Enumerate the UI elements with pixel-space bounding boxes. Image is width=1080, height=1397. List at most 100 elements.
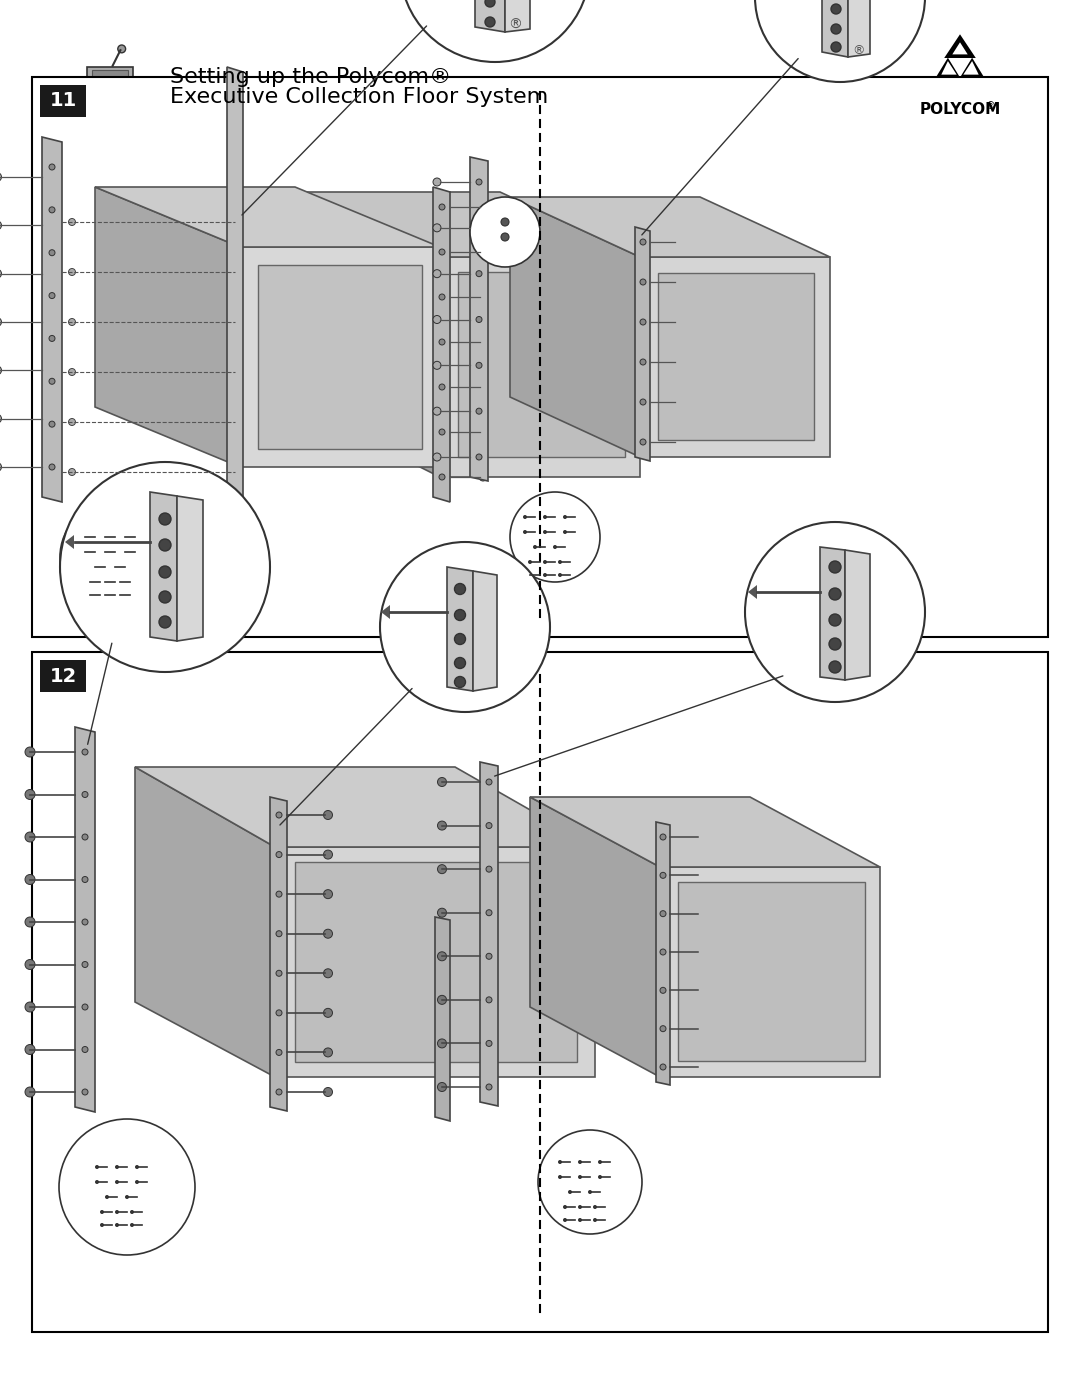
Polygon shape <box>505 0 530 32</box>
Circle shape <box>476 362 482 369</box>
Circle shape <box>68 319 76 326</box>
Circle shape <box>433 407 441 415</box>
Circle shape <box>480 203 487 211</box>
Circle shape <box>437 1039 446 1048</box>
Polygon shape <box>820 548 845 680</box>
Circle shape <box>276 1010 282 1016</box>
Circle shape <box>324 1087 333 1097</box>
Circle shape <box>276 1090 282 1095</box>
Circle shape <box>438 429 445 434</box>
Text: Executive Collection Floor System: Executive Collection Floor System <box>170 87 549 108</box>
Polygon shape <box>440 257 640 476</box>
Circle shape <box>528 573 532 577</box>
Polygon shape <box>845 550 870 680</box>
Circle shape <box>543 560 546 564</box>
Polygon shape <box>748 585 757 599</box>
Polygon shape <box>177 496 203 641</box>
Circle shape <box>103 550 107 555</box>
Circle shape <box>660 872 666 879</box>
Circle shape <box>25 747 35 757</box>
Circle shape <box>82 834 87 840</box>
Circle shape <box>437 821 446 830</box>
Circle shape <box>324 929 333 939</box>
Circle shape <box>68 419 76 426</box>
Circle shape <box>276 930 282 937</box>
Polygon shape <box>963 61 978 74</box>
Circle shape <box>87 580 92 584</box>
Circle shape <box>660 949 666 956</box>
Circle shape <box>0 414 1 423</box>
Circle shape <box>598 1160 602 1164</box>
Circle shape <box>93 564 97 569</box>
Polygon shape <box>822 0 848 57</box>
Circle shape <box>324 1048 333 1058</box>
Polygon shape <box>530 798 880 868</box>
Circle shape <box>438 204 445 210</box>
Circle shape <box>523 529 527 534</box>
Circle shape <box>640 400 646 405</box>
Text: ®: ® <box>852 45 864 57</box>
Circle shape <box>528 560 532 564</box>
Circle shape <box>558 1160 562 1164</box>
Circle shape <box>480 293 487 300</box>
Circle shape <box>437 865 446 873</box>
Polygon shape <box>635 226 650 461</box>
Circle shape <box>660 834 666 840</box>
Circle shape <box>49 292 55 299</box>
Circle shape <box>438 474 445 481</box>
Circle shape <box>159 513 171 525</box>
Polygon shape <box>935 78 984 96</box>
Circle shape <box>476 317 482 323</box>
Circle shape <box>82 876 87 883</box>
Polygon shape <box>300 191 440 476</box>
Polygon shape <box>660 868 880 1077</box>
Circle shape <box>486 997 492 1003</box>
Circle shape <box>135 1180 139 1185</box>
Circle shape <box>534 545 537 549</box>
Circle shape <box>103 592 107 597</box>
Circle shape <box>25 960 35 970</box>
Circle shape <box>640 279 646 285</box>
Circle shape <box>0 172 1 182</box>
Circle shape <box>130 1210 134 1214</box>
Circle shape <box>82 792 87 798</box>
Circle shape <box>400 0 590 61</box>
Polygon shape <box>942 61 957 74</box>
Circle shape <box>831 24 841 34</box>
Circle shape <box>486 823 492 828</box>
Polygon shape <box>656 821 670 1085</box>
Circle shape <box>745 522 924 703</box>
Bar <box>107 102 112 133</box>
FancyBboxPatch shape <box>32 77 1048 637</box>
Polygon shape <box>381 605 390 619</box>
Circle shape <box>438 293 445 300</box>
Circle shape <box>486 866 492 872</box>
Circle shape <box>538 1130 642 1234</box>
Circle shape <box>438 249 445 256</box>
Polygon shape <box>953 42 968 54</box>
Polygon shape <box>42 137 62 502</box>
Circle shape <box>135 1165 139 1169</box>
Circle shape <box>523 515 527 520</box>
Text: ®: ® <box>985 101 995 110</box>
Circle shape <box>470 197 540 267</box>
Circle shape <box>82 1004 87 1010</box>
Circle shape <box>0 270 1 278</box>
Circle shape <box>660 1025 666 1031</box>
Circle shape <box>486 1041 492 1046</box>
Circle shape <box>558 560 562 564</box>
Circle shape <box>543 515 546 520</box>
Circle shape <box>829 638 841 650</box>
Circle shape <box>480 383 487 391</box>
Circle shape <box>100 1210 104 1214</box>
Circle shape <box>829 615 841 626</box>
Polygon shape <box>300 191 640 257</box>
Circle shape <box>829 661 841 673</box>
Circle shape <box>437 951 446 961</box>
Polygon shape <box>95 187 240 467</box>
Circle shape <box>476 454 482 460</box>
Circle shape <box>123 535 127 539</box>
Circle shape <box>276 812 282 819</box>
Circle shape <box>324 849 333 859</box>
Circle shape <box>380 542 550 712</box>
